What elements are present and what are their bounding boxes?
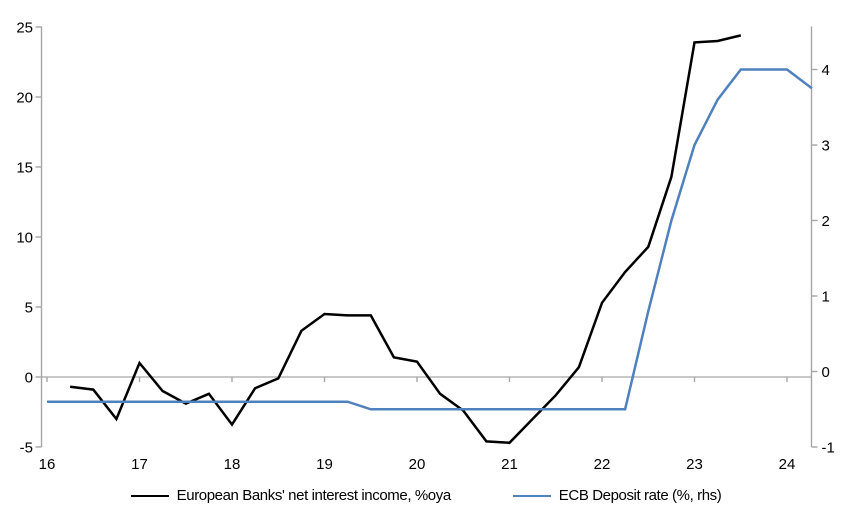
series-line-net-interest-income xyxy=(69,34,742,445)
legend-line-sample-blue xyxy=(512,494,551,497)
right-axis-tick-label: 2 xyxy=(822,213,830,230)
legend: European Banks' net interest income, %oy… xyxy=(0,487,852,504)
series-line-ecb-deposit-rate xyxy=(47,68,813,411)
x-axis-tick-label: 20 xyxy=(409,456,426,473)
legend-item-ecb-deposit-rate: ECB Deposit rate (%, rhs) xyxy=(512,487,722,504)
legend-label-net-interest-income: European Banks' net interest income, %oy… xyxy=(176,487,452,504)
right-axis-tick-label: 4 xyxy=(822,62,830,79)
left-axis-tick-label: 15 xyxy=(16,159,33,176)
left-axis-tick-label: 25 xyxy=(16,19,33,36)
legend-line-sample-black xyxy=(130,494,169,497)
x-axis-tick-label: 24 xyxy=(779,456,796,473)
right-axis-tick-label: 3 xyxy=(822,137,830,154)
x-axis-tick-label: 17 xyxy=(131,456,148,473)
left-axis-tick-label: 0 xyxy=(25,369,33,386)
left-axis-tick-label: 20 xyxy=(16,89,33,106)
legend-label-ecb-deposit-rate: ECB Deposit rate (%, rhs) xyxy=(558,487,722,504)
left-axis-tick-label: 10 xyxy=(16,229,33,246)
x-axis-tick-label: 23 xyxy=(686,456,703,473)
x-axis-tick-label: 19 xyxy=(316,456,333,473)
x-axis-tick-label: 21 xyxy=(501,456,518,473)
right-axis-tick-label: 1 xyxy=(822,288,830,305)
right-axis-tick-label: -1 xyxy=(822,439,835,456)
x-axis-tick-label: 22 xyxy=(594,456,611,473)
x-axis-tick-label: 16 xyxy=(39,456,56,473)
x-axis-tick-label: 18 xyxy=(224,456,241,473)
left-axis-tick-label: 5 xyxy=(25,299,33,316)
legend-item-net-interest-income: European Banks' net interest income, %oy… xyxy=(130,487,452,504)
left-axis-tick-label: -5 xyxy=(20,439,33,456)
right-axis-tick-label: 0 xyxy=(822,364,830,381)
